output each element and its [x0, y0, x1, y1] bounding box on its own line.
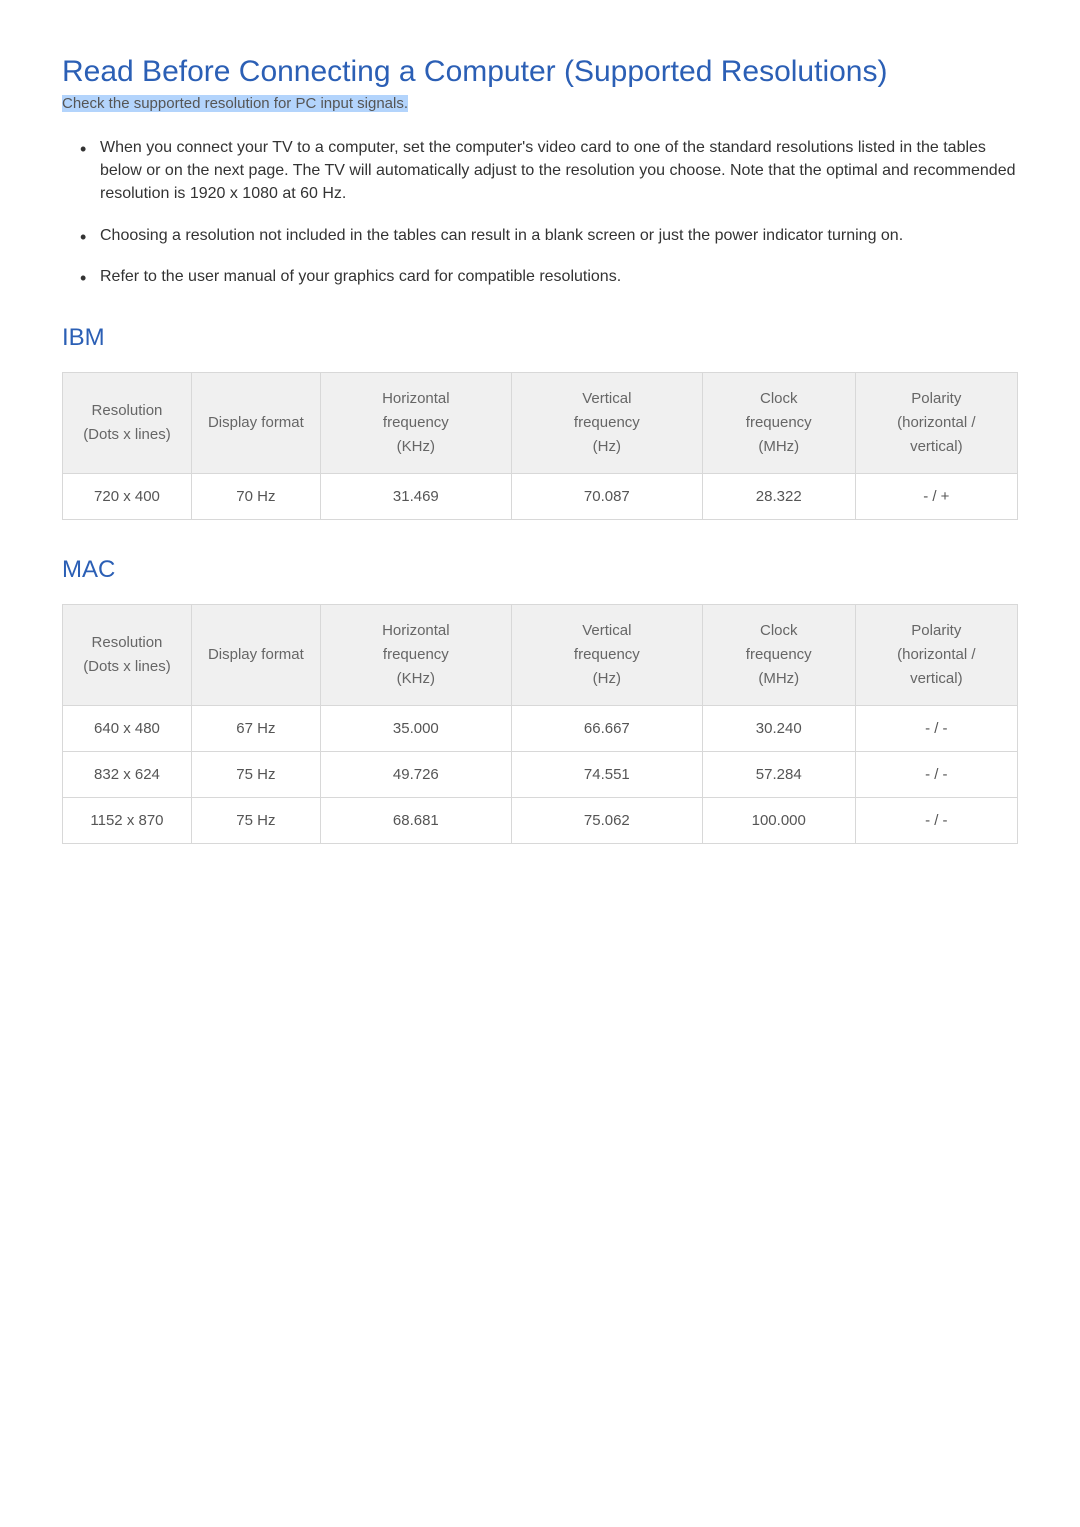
- subtitle-highlight: Check the supported resolution for PC in…: [62, 95, 408, 112]
- bullet-item: Refer to the user manual of your graphic…: [100, 265, 1018, 288]
- table-cell: 30.240: [702, 705, 855, 751]
- bullet-item: Choosing a resolution not included in th…: [100, 224, 1018, 247]
- table-cell: 28.322: [702, 473, 855, 519]
- table-header: Verticalfrequency(Hz): [511, 372, 702, 473]
- subtitle: Check the supported resolution for PC in…: [62, 95, 1018, 112]
- table-cell: - / -: [855, 751, 1017, 797]
- resolution-table: Resolution(Dots x lines)Display formatHo…: [62, 604, 1018, 844]
- page-title: Read Before Connecting a Computer (Suppo…: [62, 55, 1018, 89]
- table-cell: 49.726: [320, 751, 511, 797]
- table-row: 640 x 48067 Hz35.00066.66730.240- / -: [63, 705, 1018, 751]
- table-header: Verticalfrequency(Hz): [511, 604, 702, 705]
- table-cell: 35.000: [320, 705, 511, 751]
- table-cell: 74.551: [511, 751, 702, 797]
- table-cell: 1152 x 870: [63, 797, 192, 843]
- table-cell: 75 Hz: [191, 751, 320, 797]
- section-heading: IBM: [62, 324, 1018, 352]
- table-row: 720 x 40070 Hz31.46970.08728.322- / +: [63, 473, 1018, 519]
- table-header: Resolution(Dots x lines): [63, 604, 192, 705]
- table-cell: 100.000: [702, 797, 855, 843]
- table-cell: 66.667: [511, 705, 702, 751]
- table-cell: 75 Hz: [191, 797, 320, 843]
- table-header: Clockfrequency(MHz): [702, 604, 855, 705]
- table-cell: 70 Hz: [191, 473, 320, 519]
- table-header: Polarity(horizontal /vertical): [855, 372, 1017, 473]
- table-cell: - / -: [855, 797, 1017, 843]
- table-header: Display format: [191, 372, 320, 473]
- resolution-table: Resolution(Dots x lines)Display formatHo…: [62, 372, 1018, 520]
- table-row: 832 x 62475 Hz49.72674.55157.284- / -: [63, 751, 1018, 797]
- table-header: Horizontalfrequency(KHz): [320, 372, 511, 473]
- table-row: 1152 x 87075 Hz68.68175.062100.000- / -: [63, 797, 1018, 843]
- table-header: Clockfrequency(MHz): [702, 372, 855, 473]
- table-header: Resolution(Dots x lines): [63, 372, 192, 473]
- table-cell: 57.284: [702, 751, 855, 797]
- table-cell: 68.681: [320, 797, 511, 843]
- table-cell: 67 Hz: [191, 705, 320, 751]
- table-cell: 31.469: [320, 473, 511, 519]
- table-cell: 640 x 480: [63, 705, 192, 751]
- table-header: Display format: [191, 604, 320, 705]
- table-cell: 75.062: [511, 797, 702, 843]
- table-header: Horizontalfrequency(KHz): [320, 604, 511, 705]
- table-cell: - / -: [855, 705, 1017, 751]
- table-header: Polarity(horizontal /vertical): [855, 604, 1017, 705]
- bullet-list: When you connect your TV to a computer, …: [62, 136, 1018, 288]
- table-cell: 70.087: [511, 473, 702, 519]
- table-cell: 832 x 624: [63, 751, 192, 797]
- table-cell: - / +: [855, 473, 1017, 519]
- bullet-item: When you connect your TV to a computer, …: [100, 136, 1018, 206]
- table-cell: 720 x 400: [63, 473, 192, 519]
- section-heading: MAC: [62, 556, 1018, 584]
